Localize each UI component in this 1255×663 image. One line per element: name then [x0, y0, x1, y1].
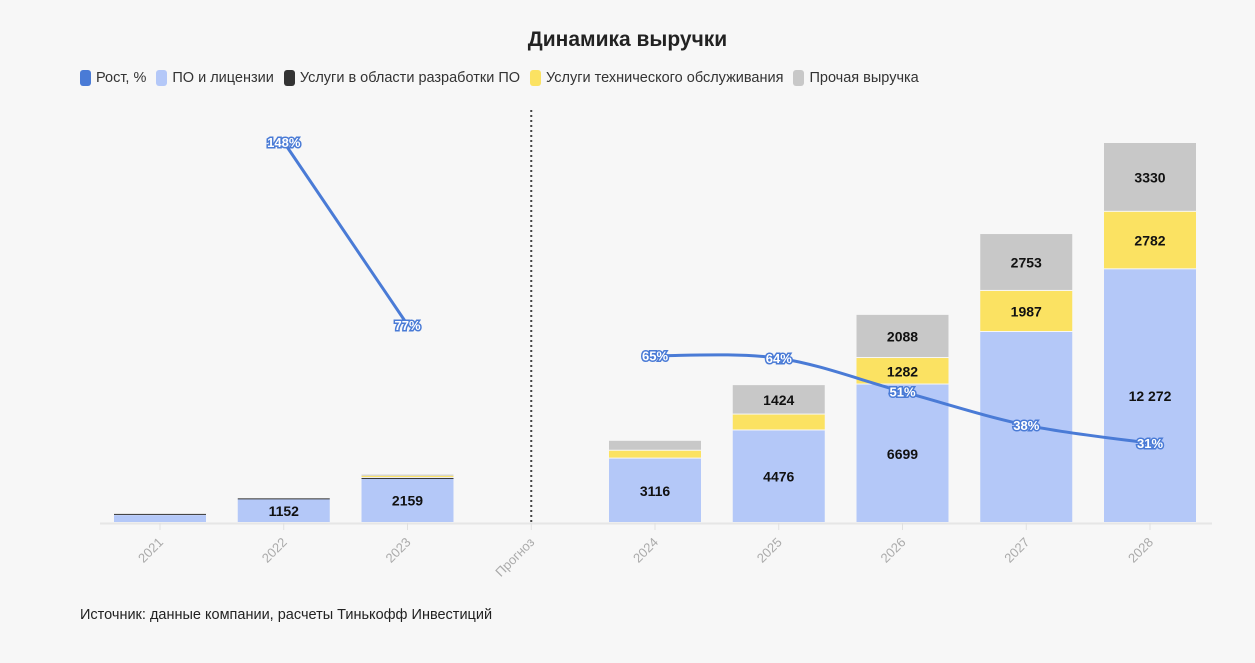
legend-item: Рост, %	[80, 70, 146, 86]
growth-label: 38%	[1013, 418, 1039, 433]
legend-swatch	[80, 70, 91, 86]
legend-swatch	[156, 70, 168, 86]
bar-segment	[732, 414, 825, 430]
bar-segment	[980, 290, 1073, 332]
bar-label: 3330	[1134, 169, 1165, 185]
bar-label: 6699	[887, 446, 918, 462]
bar-segment	[609, 450, 701, 458]
legend-item: Прочая выручка	[793, 70, 919, 86]
bar-segment	[732, 430, 825, 522]
bar-segment	[114, 515, 206, 522]
growth-label: 65%	[642, 349, 668, 364]
bar-segment	[361, 478, 454, 522]
x-tick-label: Прогноз	[492, 534, 537, 579]
bar-label: 3116	[640, 483, 671, 499]
bar-segment	[361, 477, 454, 479]
bar-label: 1282	[887, 363, 918, 379]
x-tick-label: 2028	[1125, 535, 1156, 566]
legend-label: ПО и лицензии	[172, 70, 274, 86]
x-tick-label: 2023	[383, 535, 414, 566]
bar-label: 1987	[1011, 303, 1042, 319]
legend-swatch	[793, 70, 805, 86]
bar-segment	[237, 498, 330, 500]
growth-label: 148%	[267, 135, 301, 150]
growth-line-historical	[282, 141, 409, 326]
legend-swatch	[530, 70, 542, 86]
x-tick-label: 2024	[630, 535, 661, 566]
bar-segment	[1104, 143, 1196, 211]
chart-title: Динамика выручки	[527, 28, 728, 51]
bar-segment	[609, 440, 701, 450]
bar-segment	[237, 499, 330, 522]
x-tick-label: 2027	[1001, 535, 1032, 566]
legend-label: Услуги в области разработки ПО	[299, 70, 521, 86]
growth-label: 31%	[1137, 436, 1163, 451]
bar-label: 2753	[1011, 254, 1042, 270]
x-tick-label: 2026	[878, 535, 909, 566]
bar-segment	[980, 234, 1073, 290]
growth-label: 77%	[394, 318, 420, 333]
bar-label: 2159	[392, 493, 423, 509]
bar-label: 12 272	[1129, 388, 1172, 404]
bar-label: 2782	[1134, 233, 1165, 249]
bar-label: 2088	[887, 328, 918, 344]
bar-label: 1424	[763, 392, 794, 408]
legend-label: Прочая выручка	[809, 70, 919, 86]
legend-item: Услуги технического обслуживания	[530, 70, 783, 86]
growth-label: 64%	[766, 351, 792, 366]
bar-segment	[732, 385, 825, 414]
x-tick-label: 2022	[259, 535, 290, 566]
x-tick-label: 2025	[754, 535, 785, 566]
bar-segment	[361, 475, 454, 477]
legend: Рост, % ПО и лицензии Услуги в области р…	[80, 70, 919, 86]
x-tick-label: 2021	[135, 535, 166, 566]
growth-line-forecast	[654, 353, 1151, 445]
legend-label: Рост, %	[96, 70, 147, 86]
legend-item: ПО и лицензии	[156, 70, 274, 86]
legend-item: Услуги в области разработки ПО	[283, 70, 521, 86]
growth-label: 51%	[889, 385, 915, 400]
bar-segment	[856, 358, 949, 384]
bar-segment	[856, 384, 949, 522]
bar-label: 1152	[269, 503, 300, 519]
bar-segment	[609, 458, 701, 522]
source-note: Источник: данные компании, расчеты Тиньк…	[80, 607, 493, 623]
bar-segment	[114, 513, 206, 515]
bar-segment	[856, 314, 949, 358]
bar-segment	[361, 474, 454, 476]
bar-segment	[1104, 211, 1196, 269]
legend-swatch	[283, 70, 295, 86]
bar-label: 4476	[763, 469, 794, 485]
legend-label: Услуги технического обслуживания	[546, 70, 784, 86]
bar-segment	[1104, 269, 1196, 522]
bar-segment	[980, 332, 1073, 522]
